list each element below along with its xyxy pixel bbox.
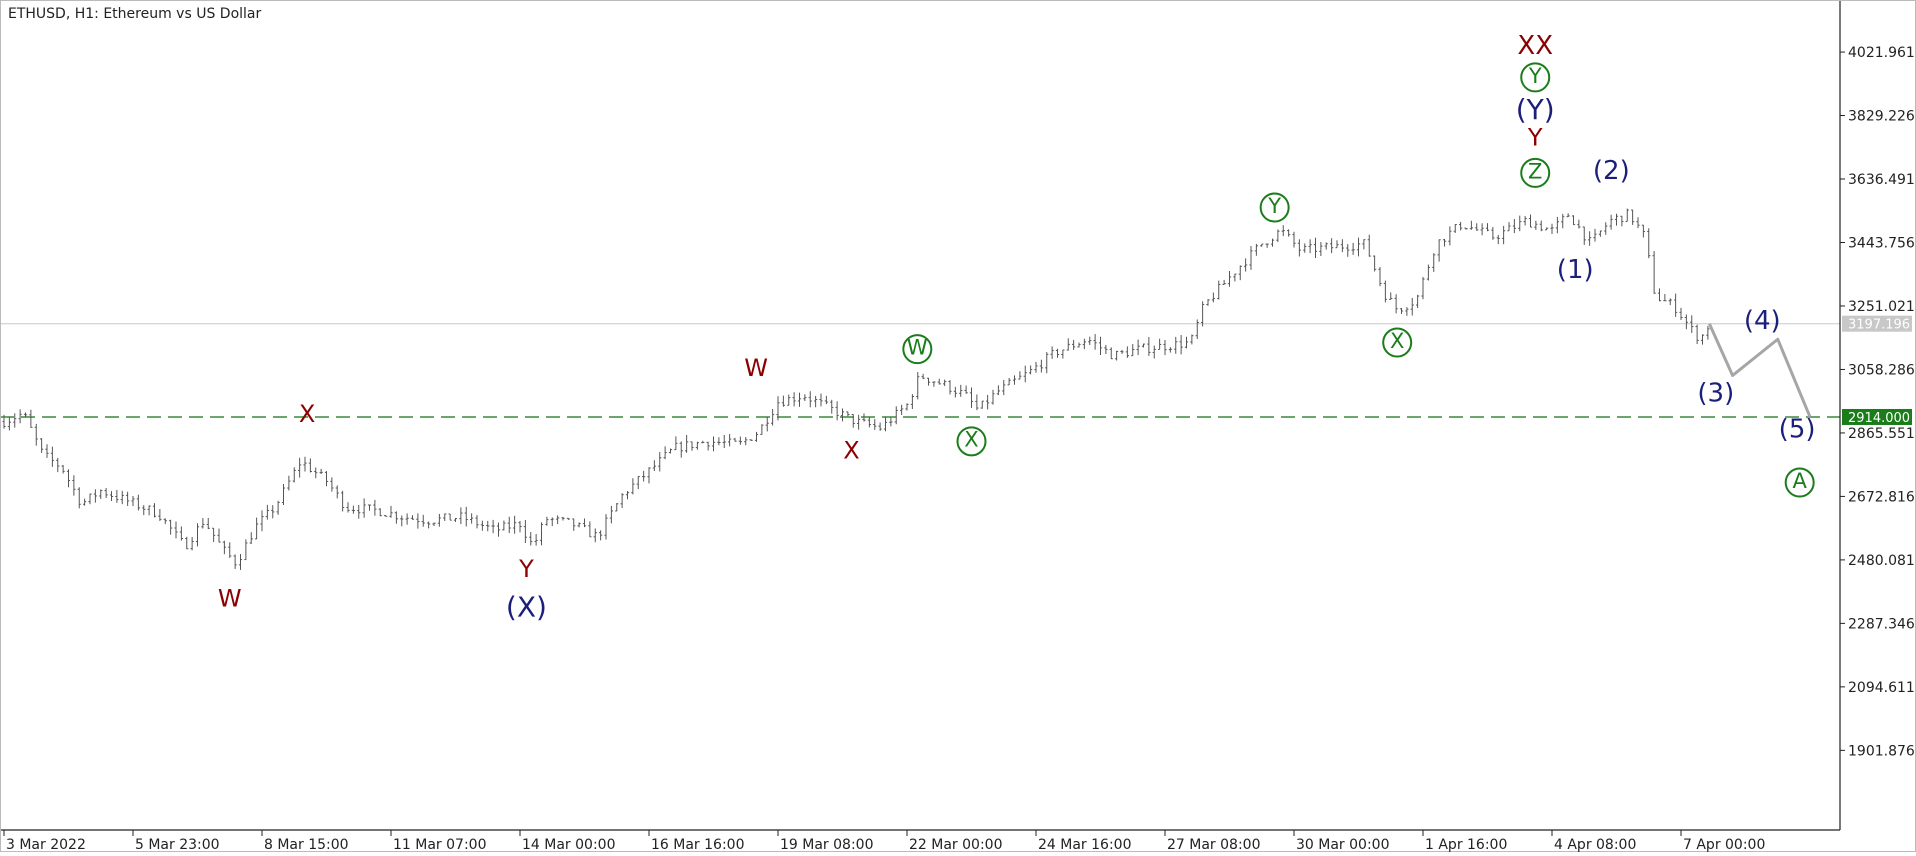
wave-label: A — [1792, 469, 1807, 493]
wave-label-circle — [1520, 62, 1551, 93]
wave-label: (2) — [1593, 156, 1630, 186]
wave-label: X — [843, 436, 859, 464]
support-price-label: 2914.000 — [1848, 411, 1910, 426]
x-tick-label: 11 Mar 07:00 — [393, 837, 486, 852]
current-price-badge — [1842, 315, 1912, 332]
wave-label: X — [299, 400, 315, 428]
wave-label-circle — [902, 334, 933, 365]
wave-label: W — [744, 354, 768, 382]
price-bars — [2, 208, 1710, 570]
y-tick-label: 1901.876 — [1848, 743, 1915, 759]
y-tick-label: 3829.226 — [1848, 109, 1915, 125]
y-tick-label: 2865.551 — [1848, 426, 1915, 442]
wave-label-circle — [1784, 467, 1815, 498]
wave-label: Y — [1528, 64, 1542, 88]
support-price-badge — [1842, 408, 1912, 425]
wave-label: XX — [1517, 31, 1553, 61]
y-tick-label: 3636.491 — [1848, 172, 1915, 188]
chart-title: ETHUSD, H1: Ethereum vs US Dollar — [8, 6, 262, 22]
y-tick-label: 3058.286 — [1848, 362, 1915, 378]
wave-label-circle — [1382, 327, 1413, 358]
current-price-label: 3197.196 — [1848, 318, 1910, 333]
wave-label: Y — [518, 555, 534, 583]
x-tick-label: 16 Mar 16:00 — [651, 837, 744, 852]
x-tick-label: 14 Mar 00:00 — [522, 837, 615, 852]
y-tick-label: 3251.021 — [1848, 299, 1915, 315]
x-tick-label: 3 Mar 2022 — [6, 837, 86, 852]
x-tick-label: 1 Apr 16:00 — [1425, 837, 1507, 852]
y-tick-label: 2094.611 — [1848, 680, 1915, 696]
wave-label: W — [218, 585, 242, 613]
projection-path — [1708, 323, 1812, 418]
x-tick-label: 5 Mar 23:00 — [135, 837, 220, 852]
x-tick-label: 8 Mar 15:00 — [264, 837, 349, 852]
wave-label: W — [907, 336, 928, 360]
x-tick-label: 4 Apr 08:00 — [1554, 837, 1636, 852]
wave-label: Z — [1528, 159, 1542, 183]
x-tick-label: 7 Apr 00:00 — [1683, 837, 1765, 852]
wave-label: (1) — [1557, 255, 1594, 285]
y-tick-label: 2287.346 — [1848, 616, 1915, 632]
wave-label-circle — [956, 426, 987, 457]
y-tick-label: 3443.756 — [1848, 235, 1915, 251]
x-tick-label: 19 Mar 08:00 — [780, 837, 873, 852]
wave-label: X — [964, 428, 978, 452]
wave-label: (X) — [506, 590, 547, 623]
y-tick-label: 2480.081 — [1848, 553, 1915, 569]
wave-label-circle — [1259, 192, 1290, 223]
wave-label: (3) — [1697, 379, 1734, 409]
wave-label: X — [1390, 329, 1404, 353]
wave-label: Y — [1267, 194, 1281, 218]
x-tick-label: 27 Mar 08:00 — [1167, 837, 1260, 852]
y-tick-label: 4021.961 — [1848, 45, 1915, 61]
y-tick-label: 2672.816 — [1848, 489, 1915, 505]
x-tick-label: 24 Mar 16:00 — [1038, 837, 1131, 852]
wave-label: (5) — [1779, 415, 1816, 445]
wave-label-circle — [1520, 157, 1551, 188]
x-tick-label: 30 Mar 00:00 — [1296, 837, 1389, 852]
x-tick-label: 22 Mar 00:00 — [909, 837, 1002, 852]
wave-label: (4) — [1744, 306, 1781, 336]
wave-label: Y — [1527, 124, 1543, 152]
wave-label: (Y) — [1516, 93, 1555, 126]
